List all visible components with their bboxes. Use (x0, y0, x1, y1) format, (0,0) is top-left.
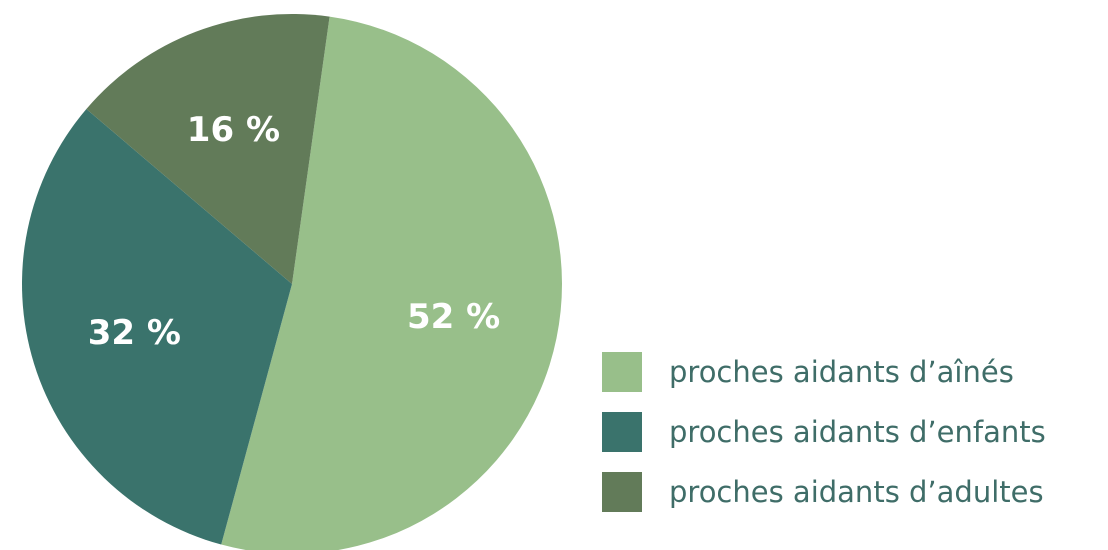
pie-label-adultes: 16 % (187, 110, 280, 150)
legend-label-enfants: proches aidants d’enfants (669, 415, 1046, 449)
legend-item-adultes: proches aidants d’adultes (602, 472, 1102, 512)
pie-slice-enfants (21, 109, 292, 545)
legend-item-enfants: proches aidants d’enfants (602, 412, 1102, 452)
pie-slice-labels: 52 % 32 % 16 % (88, 110, 500, 353)
legend-swatch-enfants (602, 412, 642, 452)
pie-label-enfants: 32 % (88, 313, 181, 353)
legend-label-aines: proches aidants d’aînés (669, 355, 1014, 389)
pie-slices (21, 13, 562, 550)
legend-label-adultes: proches aidants d’adultes (669, 475, 1044, 509)
legend-item-aines: proches aidants d’aînés (602, 352, 1102, 392)
legend: proches aidants d’aînés proches aidants … (602, 352, 1102, 512)
pie-slice-aines (221, 16, 562, 550)
pie-slice-adultes (86, 13, 330, 284)
legend-swatch-adultes (602, 472, 642, 512)
legend-swatch-aines (602, 352, 642, 392)
pie-label-aines: 52 % (407, 297, 500, 337)
